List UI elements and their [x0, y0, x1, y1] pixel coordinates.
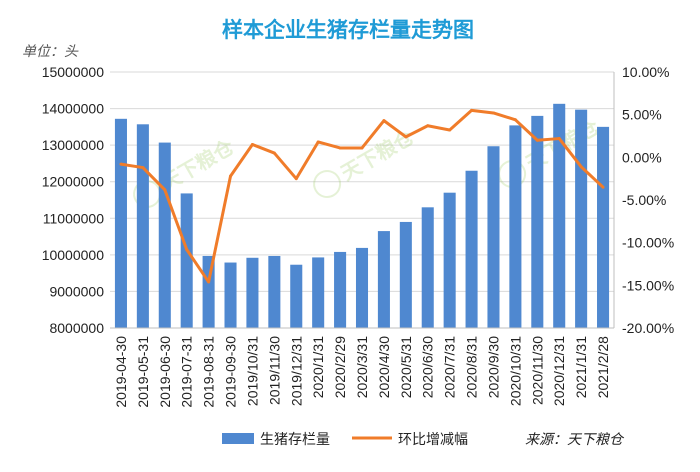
x-tick-label: 2020/8/31 [464, 336, 480, 398]
bar [268, 255, 281, 328]
line-point [316, 140, 320, 144]
line-point [557, 137, 561, 141]
source-label: 来源：天下粮仓 [525, 432, 625, 448]
legend-item-bar: 生猪存栏量 [222, 432, 330, 448]
line-point [163, 188, 167, 192]
line-point [535, 138, 539, 142]
x-tick-label: 2019/10/31 [244, 336, 260, 406]
bar [224, 262, 237, 328]
line-point [229, 174, 233, 178]
bar [136, 124, 149, 328]
bar [399, 221, 412, 328]
x-tick-label: 2019/12/31 [288, 336, 304, 406]
x-tick-label: 2020/9/30 [485, 336, 501, 398]
x-tick-label: 2020/4/30 [376, 336, 392, 398]
line-point [382, 119, 386, 123]
line-point [272, 151, 276, 155]
y-left-tick-label: 13000000 [42, 137, 105, 153]
x-tick-label: 2020/10/31 [507, 336, 523, 406]
line-point [426, 124, 430, 128]
legend-label-line: 环比增减幅 [398, 432, 468, 448]
bar [246, 257, 259, 328]
x-tick-label: 2019-04-30 [113, 336, 129, 408]
x-tick-label: 2020/12/31 [551, 336, 567, 406]
x-tick-label: 2020/5/31 [398, 336, 414, 398]
y-left-tick-label: 15000000 [42, 64, 105, 80]
bar [575, 109, 588, 328]
x-tick-label: 2019-09-30 [223, 336, 239, 408]
y-right-tick-label: 5.00% [622, 107, 662, 123]
legend-label-bar: 生猪存栏量 [260, 432, 330, 448]
x-tick-label: 2020/7/31 [442, 336, 458, 398]
bar [465, 170, 478, 328]
bar-series [114, 103, 610, 329]
y-left-tick-label: 8000000 [49, 320, 104, 336]
bar [355, 247, 369, 328]
line-point [601, 185, 605, 189]
bar [443, 192, 456, 328]
line-point [294, 177, 298, 181]
chart-title: 样本企业生猪存栏量走势图 [222, 18, 474, 42]
bar [553, 103, 566, 329]
line-point [470, 108, 474, 112]
bar [377, 231, 390, 328]
bar [114, 118, 127, 328]
bar [597, 126, 610, 328]
y-right-tick-label: -15.00% [622, 277, 674, 293]
x-tick-label: 2019-05-31 [135, 336, 151, 408]
legend-item-line: 环比增减幅 [352, 432, 468, 448]
line-point [404, 135, 408, 139]
y-right-tick-label: 0.00% [622, 149, 662, 165]
x-tick-label: 2020/11/30 [529, 336, 545, 405]
line-point [119, 162, 123, 166]
line-point [338, 146, 342, 150]
bar [487, 146, 500, 328]
unit-label: 单位：头 [22, 44, 79, 60]
x-tick-label: 2020/1/31 [310, 336, 326, 398]
line-series [119, 108, 605, 284]
line-point [491, 111, 495, 115]
bar [180, 193, 193, 328]
x-tick-label: 2020/2/29 [332, 336, 348, 398]
svg-text:天下粮仓: 天下粮仓 [337, 124, 419, 185]
line-point [185, 247, 189, 251]
legend-swatch-bar [222, 433, 254, 444]
line-point [448, 128, 452, 132]
x-tick-label: 2019/11/30 [266, 336, 282, 405]
line-point [207, 280, 211, 284]
y-left-tick-label: 12000000 [42, 174, 105, 190]
y-left-tick-label: 9000000 [49, 283, 104, 299]
y-right-tick-label: -20.00% [622, 320, 674, 336]
line-point [141, 166, 145, 170]
legend: 生猪存栏量 环比增减幅 [222, 432, 468, 448]
x-tick-label: 2021/1/31 [573, 336, 589, 398]
line-point [513, 118, 517, 122]
bar [290, 264, 303, 328]
y-right-tick-label: -5.00% [622, 192, 666, 208]
x-tick-label: 2020/6/30 [420, 336, 436, 398]
line-point [579, 165, 583, 169]
line-point [250, 143, 254, 147]
axes: 8000000 9000000 10000000 11000000 12000000 13… [42, 64, 674, 408]
x-tick-label: 2019-07-31 [179, 336, 195, 408]
y-right-tick-label: 10.00% [622, 64, 669, 80]
x-tick-label: 2021/2/28 [595, 336, 611, 398]
y-left-tick-label: 11000000 [43, 210, 104, 226]
bar [509, 125, 522, 328]
x-tick-label: 2019-08-31 [201, 336, 217, 408]
y-left-tick-label: 10000000 [42, 247, 105, 263]
y-left-tick-label: 14000000 [42, 101, 105, 117]
bar [531, 115, 544, 328]
x-tick-label: 2019-06-30 [157, 336, 173, 408]
bar [421, 207, 434, 328]
line-point [360, 146, 364, 150]
bar [312, 257, 325, 328]
bar [334, 251, 347, 328]
y-right-tick-label: -10.00% [622, 235, 674, 251]
x-tick-label: 2020/3/31 [354, 336, 370, 398]
bar [158, 142, 171, 328]
